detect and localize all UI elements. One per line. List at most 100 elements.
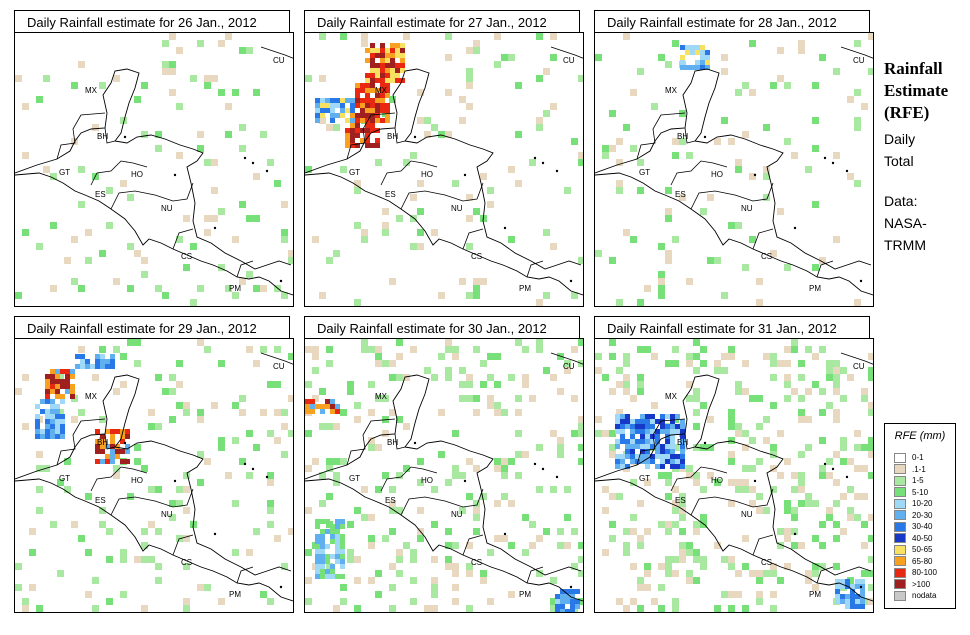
country-label-mx: MX xyxy=(85,392,98,401)
island xyxy=(555,169,559,173)
country-label-nu: NU xyxy=(451,510,463,519)
island xyxy=(123,135,127,139)
island xyxy=(753,479,757,483)
map-canvas: CU MX BH GT HO ES NU CS PM xyxy=(15,339,293,612)
country-borders xyxy=(636,112,834,278)
cuba-coastline xyxy=(550,46,583,59)
island xyxy=(213,226,217,230)
rfe-legend: RFE (mm) 0-1 .1-1 1-5 5-10 10-20 20-30 30-40 40… xyxy=(884,423,956,609)
country-label-ho: HO xyxy=(131,476,143,485)
legend-item: 1-5 xyxy=(894,475,924,486)
legend-title: RFE (mm) xyxy=(894,430,946,442)
panel-title: Daily Rainfall estimate for 31 Jan., 201… xyxy=(594,316,870,339)
rain-cells xyxy=(15,339,293,612)
country-label-mx: MX xyxy=(85,86,98,95)
rainfall-map: CU MX BH GT HO ES NU CS PM xyxy=(304,32,584,307)
country-label-es: ES xyxy=(675,496,686,505)
legend-swatch xyxy=(894,556,906,566)
legend-label: 1-5 xyxy=(912,476,924,485)
country-label-es: ES xyxy=(95,190,106,199)
country-label-pm: PM xyxy=(229,284,241,293)
country-borders xyxy=(346,418,544,584)
legend-label: >100 xyxy=(912,579,931,589)
island xyxy=(243,156,247,160)
map-canvas: CU MX BH GT HO ES NU CS PM xyxy=(305,339,583,612)
legend-swatch xyxy=(894,510,906,520)
island xyxy=(173,173,177,177)
cuba-coastline xyxy=(260,46,293,59)
rainfall-map: CU MX BH GT HO ES NU CS PM xyxy=(14,32,294,307)
country-label-nu: NU xyxy=(161,204,173,213)
country-label-bh: BH xyxy=(387,132,398,141)
country-label-cu: CU xyxy=(853,56,865,65)
legend-swatch xyxy=(894,487,906,497)
island xyxy=(503,532,507,536)
rainfall-map: CU MX BH GT HO ES NU CS PM xyxy=(304,338,584,613)
country-label-mx: MX xyxy=(665,86,678,95)
country-label-cs: CS xyxy=(761,558,772,567)
legend-swatch xyxy=(894,498,906,509)
panel-title: Daily Rainfall estimate for 28 Jan., 201… xyxy=(594,10,870,33)
country-label-ho: HO xyxy=(421,170,433,179)
legend-label: .1-1 xyxy=(912,464,926,474)
country-label-es: ES xyxy=(95,496,106,505)
island xyxy=(859,279,863,283)
product-title-line2: Estimate xyxy=(884,81,949,100)
island xyxy=(753,173,757,177)
legend-item: nodata xyxy=(894,590,936,601)
country-label-pm: PM xyxy=(809,590,821,599)
island xyxy=(251,467,255,471)
panel-title: Daily Rainfall estimate for 30 Jan., 201… xyxy=(304,316,580,339)
country-label-ho: HO xyxy=(711,476,723,485)
legend-swatch xyxy=(894,579,906,589)
legend-item: 50-65 xyxy=(894,544,932,555)
product-title-line1: Rainfall xyxy=(884,59,943,78)
legend-label: 40-50 xyxy=(912,533,933,543)
island xyxy=(123,441,127,445)
legend-label: 5-10 xyxy=(912,487,929,497)
country-label-bh: BH xyxy=(677,438,688,447)
map-canvas: CU MX BH GT HO ES NU CS PM xyxy=(595,33,873,306)
country-borders xyxy=(56,418,254,584)
legend-item: 40-50 xyxy=(894,533,932,544)
island xyxy=(859,585,863,589)
country-label-es: ES xyxy=(675,190,686,199)
legend-item: 65-80 xyxy=(894,556,932,567)
country-label-bh: BH xyxy=(677,132,688,141)
country-borders xyxy=(56,112,254,278)
product-title: Rainfall Estimate (RFE) xyxy=(884,58,948,124)
island xyxy=(845,475,849,479)
island xyxy=(463,173,467,177)
country-label-cu: CU xyxy=(273,56,285,65)
legend-swatch xyxy=(894,533,906,543)
rain-cells xyxy=(305,33,583,306)
legend-label: 10-20 xyxy=(912,499,933,508)
country-label-gt: GT xyxy=(639,168,650,177)
map-panel-30jan: Daily Rainfall estimate for 30 Jan., 201… xyxy=(304,316,584,613)
country-label-nu: NU xyxy=(451,204,463,213)
period-label: Daily Total xyxy=(884,128,915,172)
coastline xyxy=(15,68,293,296)
data-source-line1: Data: xyxy=(884,193,918,209)
legend-swatch xyxy=(894,567,906,578)
island xyxy=(555,475,559,479)
cuba-coastline xyxy=(840,46,873,59)
coastline xyxy=(15,374,293,602)
country-label-cs: CS xyxy=(181,558,192,567)
country-label-gt: GT xyxy=(59,168,70,177)
island xyxy=(279,585,283,589)
product-title-line3: (RFE) xyxy=(884,103,930,122)
country-label-gt: GT xyxy=(349,168,360,177)
legend-swatch xyxy=(894,452,906,463)
coastline xyxy=(305,374,583,602)
legend-label: nodata xyxy=(912,591,937,600)
island xyxy=(279,279,283,283)
island xyxy=(541,161,545,165)
island xyxy=(703,441,707,445)
island xyxy=(831,467,835,471)
island xyxy=(831,161,835,165)
period-line2: Total xyxy=(884,153,914,169)
island xyxy=(845,169,849,173)
legend-item: 10-20 xyxy=(894,498,932,509)
panel-title: Daily Rainfall estimate for 29 Jan., 201… xyxy=(14,316,290,339)
